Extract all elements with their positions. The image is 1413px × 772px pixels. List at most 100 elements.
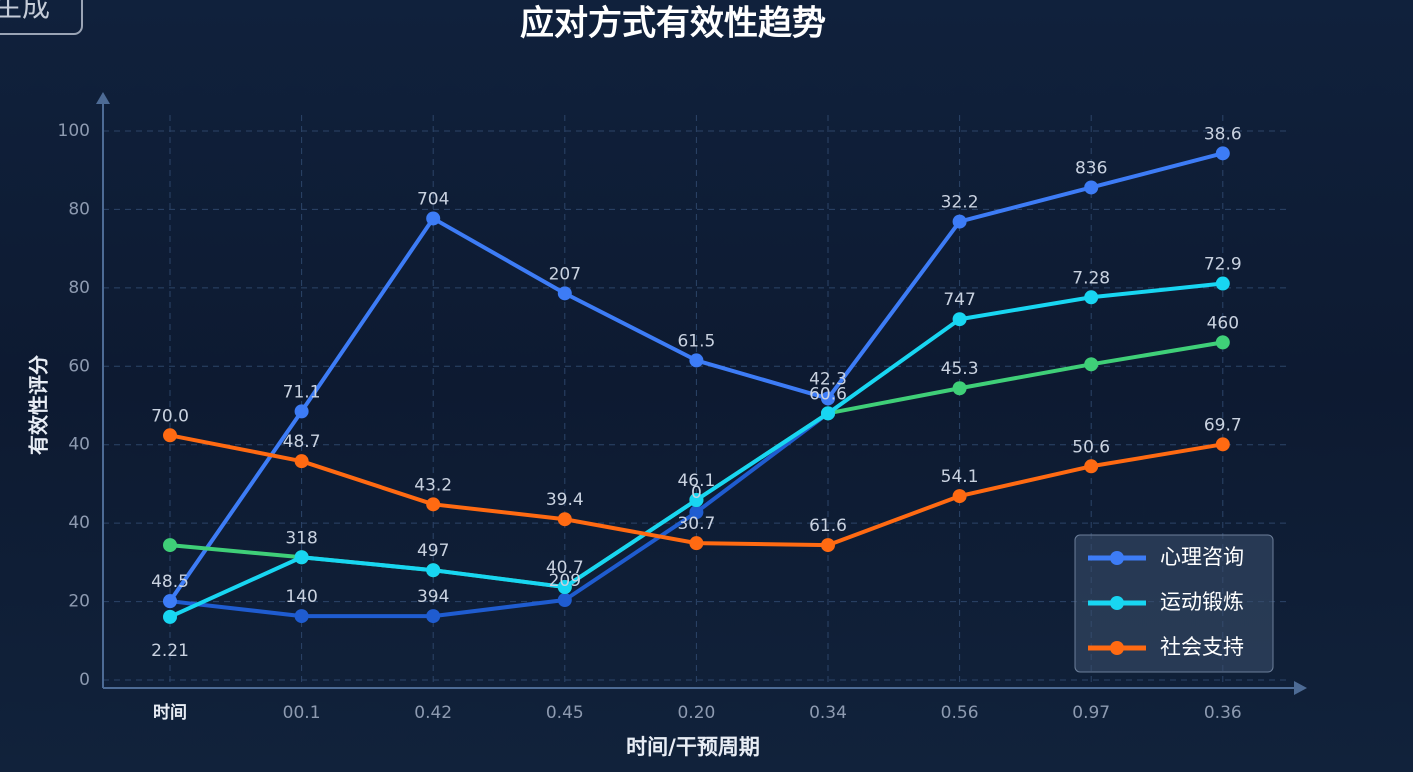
data-point: [1215, 146, 1230, 161]
data-point: [689, 493, 704, 508]
y-tick-label: 0: [79, 670, 90, 690]
data-label: 43.2: [414, 475, 452, 495]
y-tick-label: 100: [58, 121, 90, 141]
data-label: 61.6: [809, 516, 847, 536]
data-label: 394: [417, 587, 449, 607]
data-label: 71.1: [283, 382, 321, 402]
lines: [163, 146, 1230, 624]
data-point: [426, 497, 441, 512]
data-label: 46.1: [677, 471, 715, 491]
button-label[interactable]: 生成: [0, 0, 50, 23]
data-label: 7.28: [1072, 268, 1110, 288]
data-point: [294, 454, 309, 469]
x-tick-label: 0.45: [546, 703, 584, 723]
x-tick-label: 0.97: [1072, 703, 1110, 723]
data-point: [557, 580, 572, 595]
data-point: [163, 538, 177, 553]
data-label: 50.6: [1072, 437, 1110, 457]
data-label: 318: [285, 528, 317, 548]
x-tick-label: 时间: [153, 702, 187, 723]
data-point: [1215, 335, 1230, 350]
data-label: 39.4: [546, 490, 584, 510]
y-tick-label: 80: [68, 278, 90, 298]
data-point: [952, 381, 967, 396]
data-point: [821, 391, 835, 406]
legend-label: 社会支持: [1160, 635, 1244, 659]
y-tick-label: 40: [68, 435, 90, 455]
y-tick-label: 20: [68, 592, 90, 612]
data-point: [689, 505, 704, 520]
data-label: 497: [417, 541, 449, 561]
data-point: [1215, 276, 1230, 291]
data-label: 747: [943, 290, 975, 310]
data-label: 48.7: [283, 432, 321, 452]
data-point: [294, 609, 309, 624]
data-label: 836: [1075, 158, 1107, 178]
legend-swatch-dot: [1110, 641, 1124, 655]
data-point: [1215, 437, 1230, 452]
data-point: [294, 550, 309, 565]
data-label: 460: [1207, 313, 1239, 333]
data-point: [689, 536, 704, 551]
data-point: [1084, 357, 1099, 372]
y-tick-label: 60: [68, 356, 90, 376]
data-point: [689, 353, 704, 368]
data-point: [557, 593, 572, 608]
x-tick-label: 0.56: [941, 703, 979, 723]
data-label: 61.5: [677, 331, 715, 351]
x-axis-arrow: [1294, 681, 1307, 695]
data-point: [557, 286, 572, 301]
data-point: [1084, 180, 1099, 195]
data-label: 72.9: [1204, 255, 1242, 275]
data-label: 209: [549, 571, 581, 591]
data-point: [1084, 459, 1099, 474]
x-axis-label: 时间/干预周期: [626, 735, 760, 759]
data-point: [426, 609, 441, 624]
data-label: 38.6: [1204, 124, 1242, 144]
legend-swatch-dot: [1110, 551, 1124, 565]
generate-button[interactable]: [0, 0, 83, 35]
data-label: 0: [691, 483, 702, 503]
data-label: 30.7: [677, 514, 715, 534]
legend-label: 心理咨询: [1160, 545, 1244, 569]
x-tick-label: 0.34: [809, 703, 847, 723]
chart-title: 应对方式有效性趋势: [520, 4, 826, 44]
legend-swatch-dot: [1110, 596, 1124, 610]
data-label: 60.6: [809, 384, 847, 404]
x-tick-label: 0.20: [677, 703, 715, 723]
y-tick-label: 40: [68, 513, 90, 533]
x-tick-label: 00.1: [283, 703, 321, 723]
data-label: 32.2: [941, 193, 979, 213]
data-label: 207: [549, 264, 581, 284]
data-point: [294, 404, 309, 419]
data-point: [557, 512, 572, 527]
y-axis-arrow: [96, 92, 110, 104]
data-label: 2.21: [151, 641, 189, 661]
data-point: [821, 538, 835, 553]
data-label: 42.3: [809, 369, 847, 389]
series-line: [169, 411, 830, 619]
data-point: [163, 594, 177, 609]
data-label: 40.7: [546, 558, 584, 578]
data-point: [426, 211, 441, 226]
legend: [1074, 534, 1274, 673]
data-point: [163, 428, 177, 443]
data-label: 54.1: [941, 467, 979, 487]
data-point: [952, 312, 967, 327]
data-label: 70.0: [151, 406, 189, 426]
y-tick-label: 80: [68, 199, 90, 219]
data-label: 45.3: [941, 359, 979, 379]
x-tick-label: 0.42: [414, 703, 452, 723]
data-point: [1084, 290, 1099, 305]
x-tick-label: 0.36: [1204, 703, 1242, 723]
legend-label: 运动锻炼: [1160, 590, 1244, 614]
data-point: [821, 406, 835, 421]
data-label: 140: [285, 587, 317, 607]
data-point: [952, 214, 967, 229]
y-axis-label: 有效性评分: [27, 355, 51, 455]
data-point: [163, 609, 177, 624]
data-label: 704: [417, 189, 449, 209]
data-label: 69.7: [1204, 415, 1242, 435]
